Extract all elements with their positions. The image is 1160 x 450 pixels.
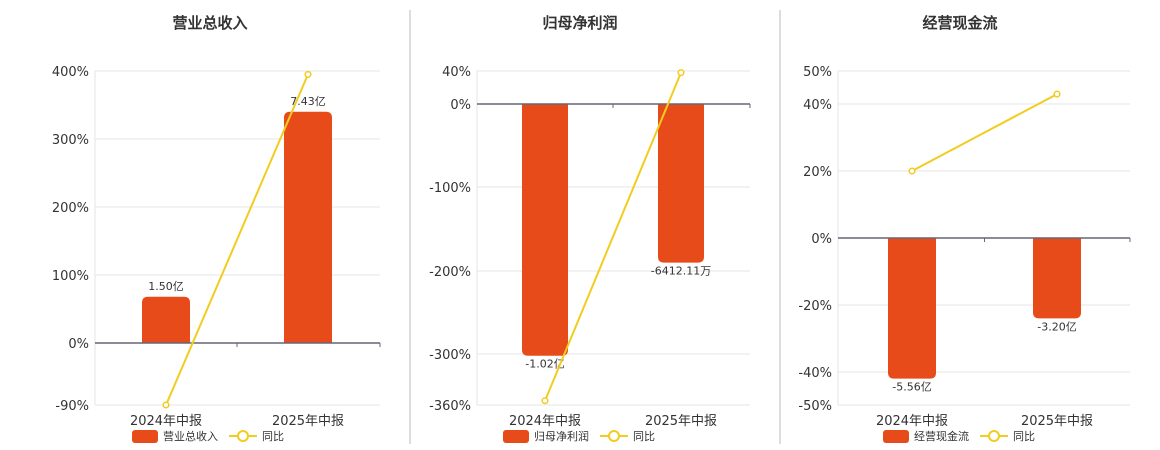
bar-1 xyxy=(522,104,568,356)
y-tick-label: -20% xyxy=(798,299,832,314)
bar-data-label: 1.50亿 xyxy=(148,280,184,293)
yoy-line xyxy=(544,72,682,402)
legend-line-label[interactable]: 同比 xyxy=(633,430,655,443)
yoy-point xyxy=(908,167,916,175)
yoy-line xyxy=(165,74,309,406)
y-tick-label: 400% xyxy=(52,65,89,80)
yoy-point xyxy=(677,69,685,77)
bar-data-label: -6412.11万 xyxy=(651,265,711,278)
x-category-label: 2025年中报 xyxy=(645,414,717,429)
x-category-label: 2024年中报 xyxy=(509,414,581,429)
legend-line-label[interactable]: 同比 xyxy=(1013,430,1035,443)
yoy-point xyxy=(304,70,312,78)
x-category-label: 2024年中报 xyxy=(130,414,202,429)
bar-2 xyxy=(1033,238,1081,319)
legend-line-label[interactable]: 同比 xyxy=(262,430,284,443)
yoy-point xyxy=(162,401,170,409)
legend-bar-label[interactable]: 归母净利润 xyxy=(534,429,589,443)
y-tick-label: -200% xyxy=(429,265,471,280)
bar-data-label: -5.56亿 xyxy=(892,381,931,394)
y-tick-label: 200% xyxy=(52,201,89,216)
x-category-label: 2025年中报 xyxy=(1021,414,1093,429)
chart-title: 经营现金流 xyxy=(922,14,997,32)
y-tick-label: -40% xyxy=(798,366,832,381)
x-category-label: 2024年中报 xyxy=(876,414,948,429)
y-tick-label: 20% xyxy=(803,165,832,180)
chart-panel-1: 营业总收入 400% 300% 200% 100% 0% -90% 1.50亿 7.43亿 202… xyxy=(52,14,381,443)
yoy-point xyxy=(1053,90,1061,98)
y-tick-label: 300% xyxy=(52,133,89,148)
yoy-point xyxy=(541,397,549,405)
legend-line-marker[interactable] xyxy=(608,430,620,442)
chart-title: 归母净利润 xyxy=(542,14,617,32)
y-tick-label: -300% xyxy=(429,348,471,363)
y-tick-label: -360% xyxy=(429,399,471,414)
bar-2 xyxy=(284,111,332,343)
bar-data-label: 7.43亿 xyxy=(290,95,326,108)
y-tick-label: -100% xyxy=(429,181,471,196)
y-tick-label: -50% xyxy=(798,399,832,414)
y-tick-label: 50% xyxy=(803,65,832,80)
chart-title: 营业总收入 xyxy=(172,14,247,32)
y-tick-label: 100% xyxy=(52,269,89,284)
bar-1 xyxy=(888,238,936,379)
legend-bar-swatch[interactable] xyxy=(132,430,158,443)
bar-1 xyxy=(142,296,190,343)
y-tick-label: 0% xyxy=(450,98,471,113)
legend-line-marker[interactable] xyxy=(988,430,1000,442)
y-tick-label: 40% xyxy=(442,65,471,80)
y-tick-label: -90% xyxy=(55,399,89,414)
legend-bar-label[interactable]: 经营现金流 xyxy=(914,429,969,443)
chart-panel-2: 归母净利润 40% 0% -100% -200% -300% -360% -1.02亿 -641… xyxy=(429,14,751,443)
chart-panel-3: 经营现金流 50% 40% 20% 0% -20% -40% -50% -5.56亿 -3.20亿… xyxy=(798,14,1131,443)
bar-data-label: -3.20亿 xyxy=(1037,320,1076,333)
bar-data-label: -1.02亿 xyxy=(525,358,564,371)
legend-bar-swatch[interactable] xyxy=(503,430,529,443)
legend-bar-label[interactable]: 营业总收入 xyxy=(163,429,218,443)
yoy-line xyxy=(911,93,1058,172)
y-tick-label: 40% xyxy=(803,98,832,113)
y-tick-label: 0% xyxy=(811,232,832,247)
legend-line-marker[interactable] xyxy=(237,430,249,442)
legend-bar-swatch[interactable] xyxy=(883,430,909,443)
bar-2 xyxy=(658,104,704,263)
y-tick-label: 0% xyxy=(68,337,89,352)
x-category-label: 2025年中报 xyxy=(272,414,344,429)
